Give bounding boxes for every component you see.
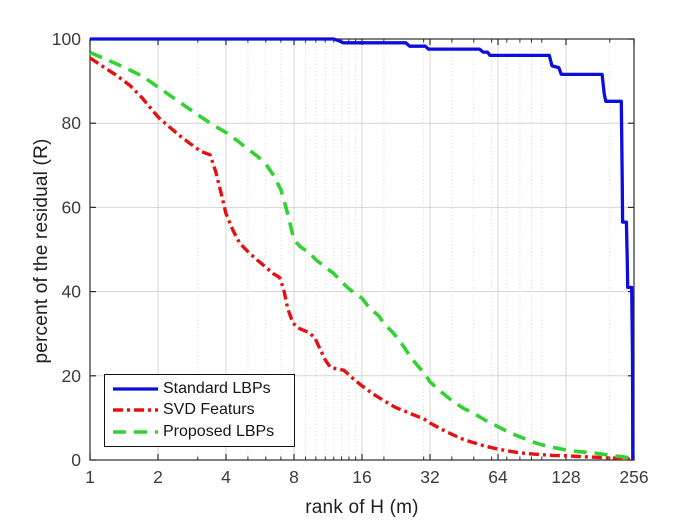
x-axis-label: rank of H (m) xyxy=(305,497,419,518)
y-tick-label: 80 xyxy=(62,113,82,133)
y-tick-label: 60 xyxy=(62,197,82,217)
x-tick-label: 32 xyxy=(420,467,439,487)
x-tick-label: 128 xyxy=(551,467,580,487)
x-tick-label: 1 xyxy=(85,467,95,487)
legend-item: SVD Featurs xyxy=(112,400,290,420)
y-tick-label: 40 xyxy=(62,282,82,302)
legend-line-sample xyxy=(113,408,158,413)
legend-item: Proposed LBPs xyxy=(112,422,290,442)
y-tick-label: 100 xyxy=(52,29,81,49)
x-tick-label: 256 xyxy=(619,467,648,487)
series-solid xyxy=(90,37,635,461)
y-tick-label: 20 xyxy=(62,366,82,386)
x-tick-label: 4 xyxy=(221,467,231,487)
series-dashed xyxy=(89,50,635,461)
legend-label: SVD Featurs xyxy=(163,401,255,419)
x-tick-label: 64 xyxy=(488,467,508,487)
y-axis-label: percent of the residual (R) xyxy=(31,138,52,364)
x-tick-label: 2 xyxy=(153,467,163,487)
legend-line-sample xyxy=(113,430,158,434)
x-tick-label: 8 xyxy=(289,467,299,487)
legend: Standard LBPs SVD Featurs Proposed LBPs xyxy=(104,374,295,447)
legend-line-sample xyxy=(113,387,158,391)
legend-label: Proposed LBPs xyxy=(163,423,275,441)
series-dashdot xyxy=(89,56,635,462)
y-tick-label: 0 xyxy=(71,450,81,470)
legend-item: Standard LBPs xyxy=(112,379,290,399)
legend-label: Standard LBPs xyxy=(163,379,271,397)
x-tick-label: 16 xyxy=(352,467,371,487)
